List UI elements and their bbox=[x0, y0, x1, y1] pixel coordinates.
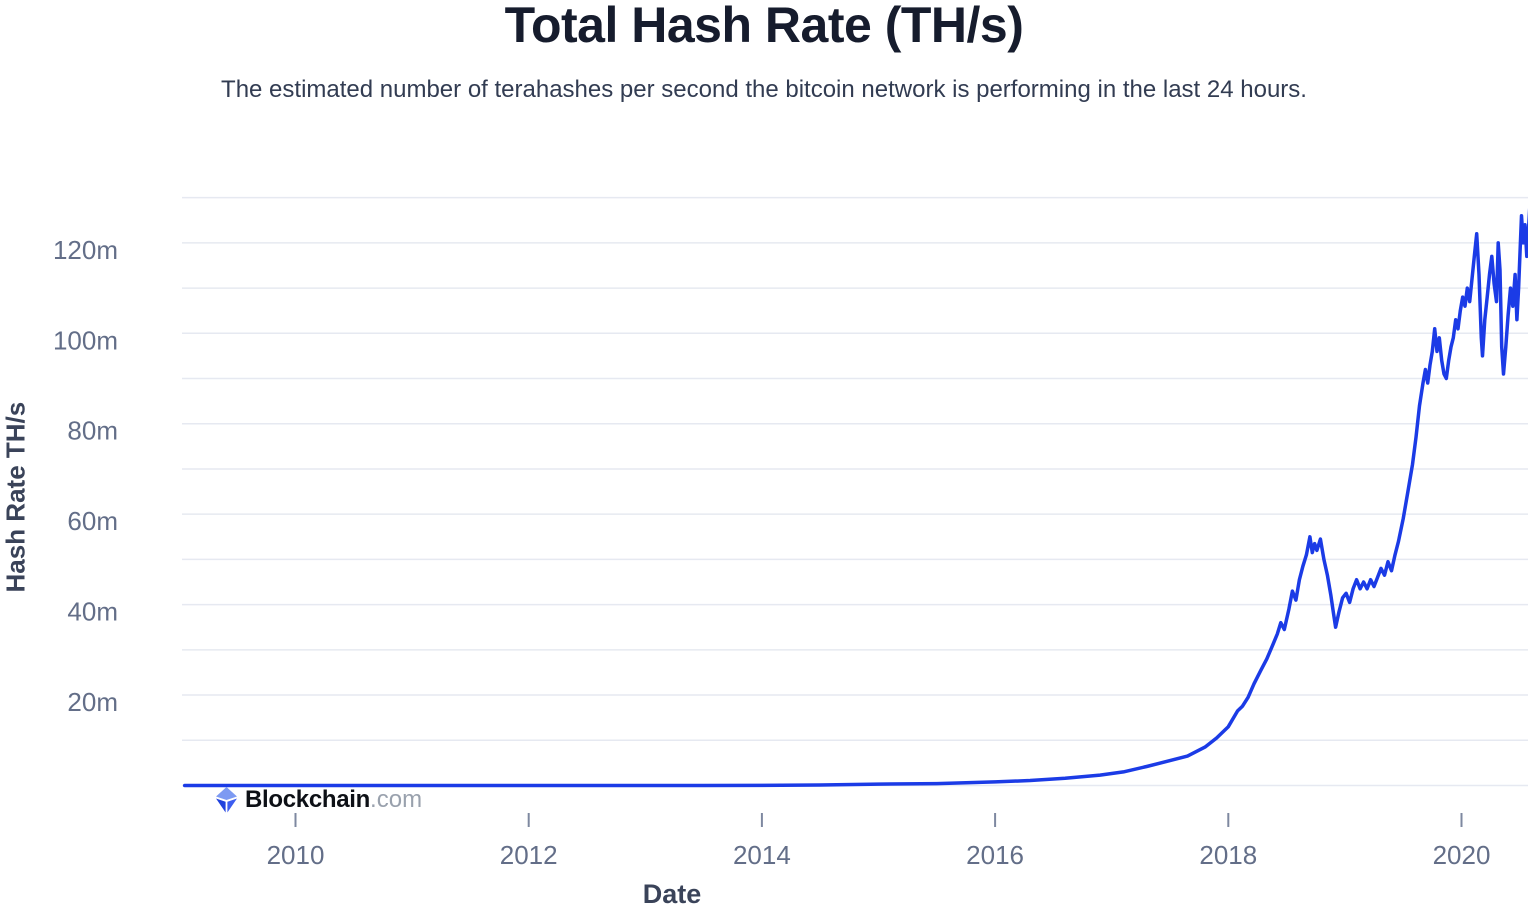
logo-brand-text: Blockchain bbox=[245, 786, 371, 813]
svg-text:120m: 120m bbox=[53, 235, 118, 265]
svg-text:2018: 2018 bbox=[1199, 840, 1257, 870]
x-axis-ticks: 2010 2012 2014 2016 2018 2020 bbox=[267, 813, 1491, 870]
svg-text:80m: 80m bbox=[67, 416, 118, 446]
page-title: Total Hash Rate (TH/s) bbox=[504, 0, 1024, 53]
svg-text:2014: 2014 bbox=[733, 840, 791, 870]
svg-text:2016: 2016 bbox=[966, 840, 1024, 870]
logo-suffix-text: .com bbox=[370, 786, 423, 813]
svg-text:2020: 2020 bbox=[1433, 840, 1491, 870]
gridlines bbox=[182, 196, 1528, 787]
page-subtitle: The estimated number of terahashes per s… bbox=[221, 76, 1307, 103]
blockchain-diamond-icon bbox=[216, 787, 237, 813]
svg-text:40m: 40m bbox=[67, 597, 118, 627]
svg-text:60m: 60m bbox=[67, 506, 118, 536]
svg-text:100m: 100m bbox=[53, 325, 118, 355]
hash-rate-line[interactable] bbox=[182, 208, 1528, 788]
svg-text:2010: 2010 bbox=[267, 840, 325, 870]
y-axis-tick-labels: 20m 40m 60m 80m 100m 120m bbox=[53, 235, 118, 717]
svg-text:20m: 20m bbox=[67, 687, 118, 717]
x-axis-title: Date bbox=[642, 879, 702, 905]
svg-text:2012: 2012 bbox=[500, 840, 558, 870]
y-axis-title: Hash Rate TH/s bbox=[0, 401, 31, 593]
blockchain-logo[interactable]: Blockchain.com bbox=[215, 786, 422, 814]
